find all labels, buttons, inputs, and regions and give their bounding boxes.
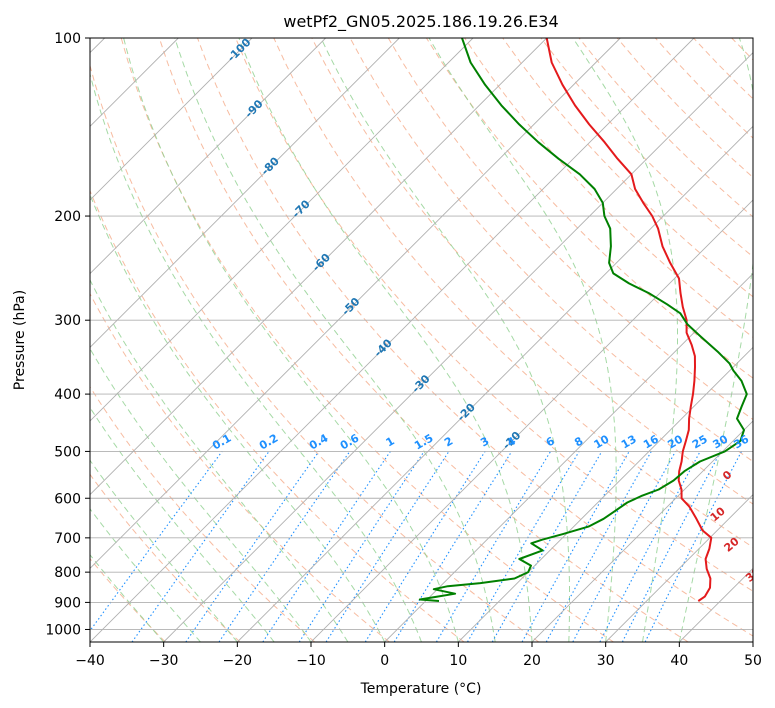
y-tick-label: 300 bbox=[54, 313, 81, 329]
mixing-ratio-line bbox=[90, 451, 223, 632]
y-tick-label: 400 bbox=[54, 387, 81, 403]
moist-adiabat bbox=[90, 278, 349, 642]
isotherm-line bbox=[90, 38, 547, 496]
y-tick-label: 600 bbox=[54, 491, 81, 507]
y-tick-label: 900 bbox=[54, 595, 81, 611]
x-tick-label: −40 bbox=[75, 653, 105, 669]
moist-adiabat bbox=[174, 38, 496, 642]
mixing-ratio-line bbox=[572, 451, 676, 642]
isotherm-line bbox=[310, 199, 753, 642]
moist-adiabat bbox=[90, 459, 238, 642]
dry-adiabat bbox=[311, 38, 753, 505]
isotherm-line bbox=[90, 38, 474, 422]
mixing-ratio-line bbox=[545, 451, 652, 642]
mixing-ratio-line bbox=[325, 451, 450, 642]
x-tick-label: 40 bbox=[670, 653, 688, 669]
isotherm-line bbox=[605, 494, 753, 642]
y-axis: 100 200 300 400 500 600 700 800 900 1000 bbox=[45, 31, 90, 638]
moist-adiabat bbox=[90, 507, 201, 642]
background-lines bbox=[90, 38, 775, 642]
isotherm-line bbox=[90, 38, 695, 642]
isotherm-line bbox=[90, 38, 253, 201]
y-tick-label: 100 bbox=[54, 31, 81, 47]
dry-adiabat bbox=[90, 292, 390, 642]
chart-title: wetPf2_GN05.2025.186.19.26.E34 bbox=[283, 12, 558, 32]
x-tick-label: −10 bbox=[296, 653, 326, 669]
isotherm-line bbox=[237, 125, 753, 642]
moist-adiabat bbox=[572, 38, 678, 642]
x-tick-label: −30 bbox=[149, 653, 179, 669]
moist-adiabat bbox=[90, 406, 275, 642]
isotherm-line bbox=[531, 420, 753, 642]
moist-adiabat bbox=[678, 38, 753, 642]
dry-adiabat bbox=[273, 38, 753, 548]
mixing-ratio-line bbox=[393, 451, 513, 642]
x-tick-label: −20 bbox=[223, 653, 253, 669]
isotherm-line bbox=[163, 52, 753, 642]
x-axis: −40 −30 −20 −10 0 10 20 30 40 50 bbox=[75, 642, 762, 669]
dry-adiabat bbox=[349, 38, 753, 463]
moist-adiabat bbox=[123, 38, 459, 642]
dry-adiabat bbox=[90, 385, 316, 642]
moist-adiabat bbox=[320, 38, 570, 642]
dry-adiabat bbox=[90, 473, 241, 642]
dry-adiabat bbox=[425, 38, 753, 379]
mixing-ratio-line bbox=[298, 451, 425, 642]
dewpoint-line bbox=[418, 38, 748, 602]
x-tick-label: 50 bbox=[744, 653, 762, 669]
dry-adiabat bbox=[502, 38, 753, 298]
mixing-ratio-line bbox=[262, 451, 391, 642]
x-tick-label: 20 bbox=[523, 653, 541, 669]
mixing-ratio-line bbox=[621, 451, 722, 642]
dry-adiabat bbox=[90, 189, 465, 642]
mixing-ratio-line bbox=[644, 451, 742, 642]
temperature-line bbox=[545, 38, 713, 602]
plot-frame bbox=[89, 37, 754, 643]
sounding-series bbox=[418, 38, 748, 602]
mixing-ratio-line bbox=[521, 451, 630, 642]
isotherm-line bbox=[90, 38, 326, 275]
dry-adiabat-label: 40 bbox=[766, 586, 775, 606]
x-tick-label: 0 bbox=[380, 653, 389, 669]
y-axis-title: Pressure (hPa) bbox=[12, 290, 28, 390]
y-tick-label: 800 bbox=[54, 565, 81, 581]
dry-adiabat bbox=[235, 38, 753, 592]
plot-background bbox=[90, 38, 753, 642]
dry-adiabat bbox=[158, 38, 689, 642]
dry-adiabat bbox=[770, 38, 775, 642]
moist-adiabat bbox=[90, 193, 386, 642]
moist-adiabat bbox=[428, 38, 617, 642]
mixing-ratio-line bbox=[185, 451, 320, 642]
x-axis-title: Temperature (°C) bbox=[360, 681, 482, 697]
x-tick-label: 10 bbox=[449, 653, 467, 669]
dry-adiabat bbox=[120, 38, 614, 642]
isotherm-line bbox=[458, 346, 753, 642]
isotherm-line bbox=[752, 641, 753, 642]
isotherm-line bbox=[90, 38, 400, 348]
dry-adiabat bbox=[464, 38, 753, 338]
moist-adiabat bbox=[90, 72, 422, 642]
moist-adiabat bbox=[238, 38, 533, 642]
y-tick-label: 1000 bbox=[45, 622, 81, 638]
dry-adiabat bbox=[90, 63, 540, 642]
y-tick-label: 700 bbox=[54, 531, 81, 547]
y-tick-label: 200 bbox=[54, 209, 81, 225]
grid-lines bbox=[90, 38, 753, 642]
y-tick-label: 500 bbox=[54, 444, 81, 460]
x-tick-label: 30 bbox=[597, 653, 615, 669]
dry-adiabat bbox=[387, 38, 753, 421]
mixing-ratio-line bbox=[218, 451, 351, 642]
isotherm-line bbox=[90, 38, 621, 569]
isotherm-line bbox=[384, 273, 753, 642]
dry-adiabat-label: 30 bbox=[743, 565, 763, 585]
moist-adiabat bbox=[90, 553, 165, 642]
